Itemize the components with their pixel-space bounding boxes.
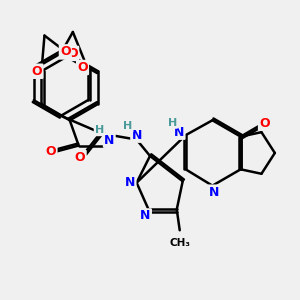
- Text: N: N: [131, 129, 142, 142]
- Text: O: O: [60, 45, 70, 58]
- Text: H: H: [123, 121, 132, 131]
- Text: O: O: [75, 151, 86, 164]
- Text: N: N: [140, 209, 151, 223]
- Text: N: N: [125, 176, 135, 189]
- Text: CH₃: CH₃: [169, 238, 190, 248]
- Text: O: O: [32, 65, 42, 78]
- Text: O: O: [68, 47, 78, 60]
- Text: N: N: [104, 134, 115, 147]
- Text: N: N: [174, 126, 184, 139]
- Text: H: H: [168, 118, 177, 128]
- Text: O: O: [259, 117, 270, 130]
- Text: H: H: [95, 125, 104, 135]
- Text: O: O: [77, 61, 88, 74]
- Text: N: N: [209, 186, 219, 199]
- Text: O: O: [46, 145, 56, 158]
